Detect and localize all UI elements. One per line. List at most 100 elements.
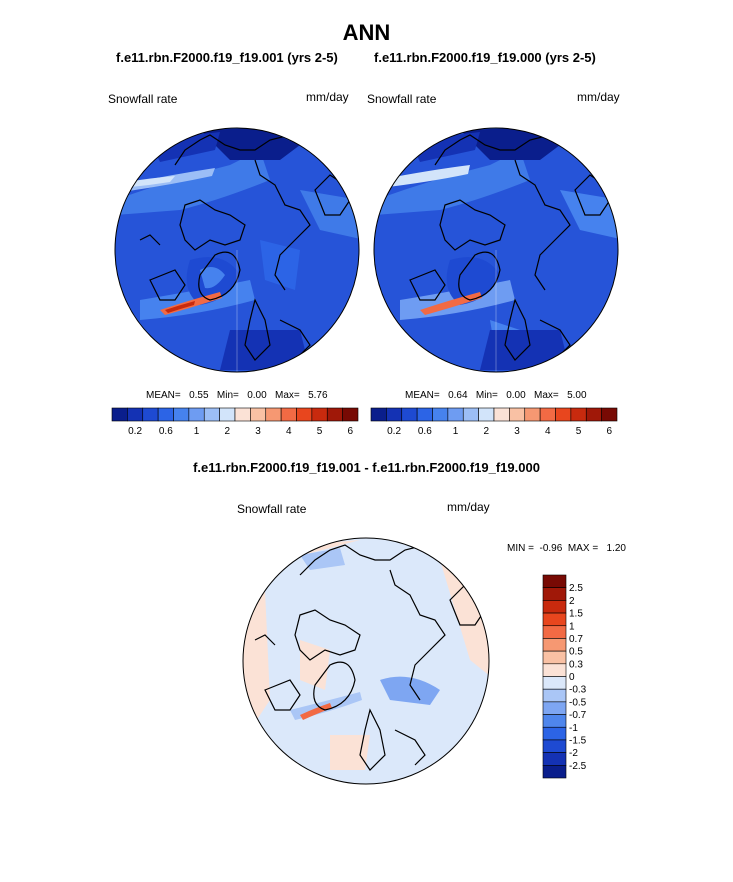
right-max-value: 5.00 [567,390,587,401]
difference-colorbar-tick-label: -1.5 [569,735,587,746]
difference-colorbar-tick-label: -2 [569,748,578,759]
right-map-border [373,127,619,373]
difference-colorbar-swatch [542,726,567,741]
difference-colorbar-tick-label: 0 [569,672,575,683]
right-colorbar-swatch [416,407,433,422]
left-colorbar-swatch [173,407,190,422]
right-colorbar-swatch [570,407,587,422]
left-polar-map [115,128,359,372]
difference-colorbar-swatch [542,676,567,690]
right-colorbar-tick-label: 3 [514,426,520,437]
left-colorbar-swatch [311,407,328,422]
right-mean-value: 0.64 [448,390,468,401]
difference-colorbar: 2.5 2 1.51 0.7 0.50.3 0 -0.3-0.5 -0.7 -1-1.5 -2 -2… [542,574,587,779]
right-colorbar-swatch [539,407,556,422]
right-colorbar-tick-label: 6 [607,426,613,437]
left-colorbar-tick-label: 1 [194,426,200,437]
left-colorbar-swatch [234,407,251,422]
right-colorbar: 0.2 0.6 1 2 3 4 5 6 [370,407,618,437]
diff-stats: MIN = -0.96 MAX = 1.20 [507,543,626,554]
right-colorbar-swatch [509,407,526,422]
figure-title: ANN [342,20,391,45]
difference-title: f.e11.rbn.F2000.f19_f19.001 - f.e11.rbn.… [193,460,540,475]
right-colorbar-swatch [370,407,387,422]
right-colorbar-swatch [601,407,618,422]
left-units-label: mm/day [306,90,349,104]
left-min-value: 0.00 [247,390,267,401]
left-colorbar-tick-label: 3 [255,426,261,437]
difference-colorbar-swatch [542,765,567,779]
diff-min-value: -0.96 [539,543,563,554]
left-colorbar-tick-label: 6 [348,426,354,437]
difference-colorbar-tick-label: -0.3 [569,685,587,696]
right-colorbar-swatch [386,407,403,422]
left-colorbar-swatch [250,407,267,422]
right-colorbar-swatch [462,407,479,422]
left-colorbar-swatch [296,407,313,422]
difference-colorbar-swatch [542,587,567,601]
right-colorbar-swatch [478,407,495,422]
right-mean-label: MEAN= [405,390,440,401]
right-colorbar-swatch [555,407,572,422]
difference-colorbar-tick-label: 0.5 [569,647,583,658]
difference-colorbar-swatch [542,612,567,627]
left-max-label: Max= [275,390,300,401]
right-stats: MEAN= 0.64 Min= 0.00 Max= 5.00 [405,390,587,401]
left-colorbar-swatch [219,407,236,422]
left-mean-label: MEAN= [146,390,181,401]
difference-colorbar-swatch [542,688,567,703]
left-stats: MEAN= 0.55 Min= 0.00 Max= 5.76 [146,390,328,401]
difference-colorbar-tick-label: 0.3 [569,659,583,670]
difference-colorbar-tick-label: 1.5 [569,609,583,620]
difference-polar-map [243,538,489,784]
difference-colorbar-tick-label: -0.7 [569,710,587,721]
left-colorbar-tick-label: 5 [317,426,323,437]
difference-colorbar-tick-label: -1 [569,723,578,734]
right-colorbar-swatch [493,407,510,422]
left-colorbar-swatch [265,407,282,422]
right-colorbar-tick-label: 4 [545,426,551,437]
difference-colorbar-swatch [542,714,567,728]
right-colorbar-tick-label: 5 [576,426,582,437]
difference-colorbar-tick-label: -2.5 [569,761,587,772]
difference-colorbar-swatch [542,600,567,614]
left-colorbar-tick-label: 4 [286,426,292,437]
diff-variable-label: Snowfall rate [237,502,307,516]
left-colorbar-tick-label: 0.2 [128,426,142,437]
difference-colorbar-tick-label: 2.5 [569,583,583,594]
left-variable-label: Snowfall rate [108,92,178,106]
right-colorbar-swatch [585,407,602,422]
diff-max-value: 1.20 [606,543,626,554]
right-case-title: f.e11.rbn.F2000.f19_f19.000 (yrs 2-5) [374,50,596,65]
left-colorbar-swatch [111,407,128,422]
right-polar-map [374,128,618,372]
difference-colorbar-swatch [542,625,567,639]
left-min-label: Min= [216,390,239,401]
left-mean-value: 0.55 [189,390,209,401]
left-colorbar-tick-label: 2 [225,426,231,437]
right-max-label: Max= [534,390,559,401]
difference-colorbar-tick-label: 0.7 [569,634,583,645]
left-colorbar-swatch [142,407,159,422]
right-variable-label: Snowfall rate [367,92,437,106]
difference-colorbar-tick-label: 2 [569,596,575,607]
difference-colorbar-tick-label: 1 [569,621,575,632]
difference-colorbar-swatch [542,701,567,715]
right-colorbar-swatch [432,407,449,422]
diff-min-label: MIN = [507,543,534,554]
difference-colorbar-swatch [542,663,567,677]
difference-colorbar-swatch [542,638,567,652]
left-colorbar-swatch [280,407,297,422]
left-colorbar: 0.2 0.6 1 2 3 4 5 6 [111,407,359,437]
right-colorbar-tick-label: 0.2 [387,426,401,437]
left-colorbar-swatch [326,407,343,422]
left-case-title: f.e11.rbn.F2000.f19_f19.001 (yrs 2-5) [116,50,338,65]
left-colorbar-tick-label: 0.6 [159,426,173,437]
right-colorbar-swatch [447,407,464,422]
difference-colorbar-tick-label: -0.5 [569,697,587,708]
right-colorbar-tick-label: 1 [453,426,459,437]
right-min-value: 0.00 [506,390,526,401]
difference-colorbar-swatch [542,739,567,753]
left-colorbar-swatch [127,407,144,422]
